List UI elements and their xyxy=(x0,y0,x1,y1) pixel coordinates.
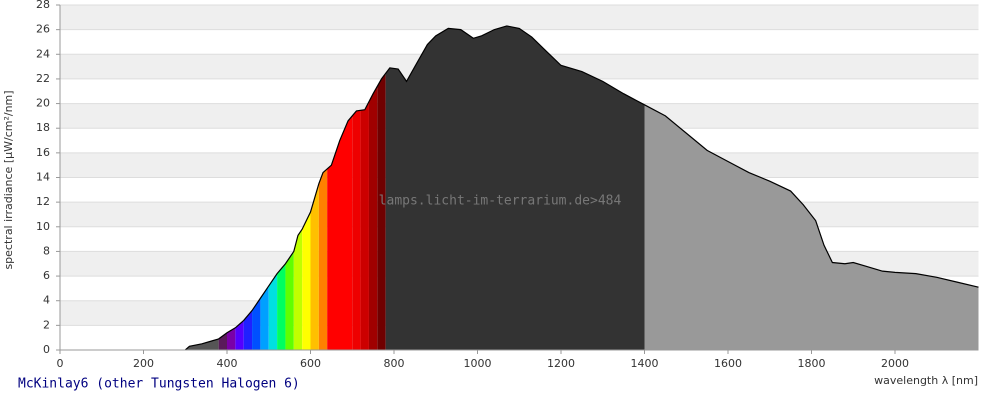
x-tick-label: 1200 xyxy=(547,357,575,370)
spectrum-region xyxy=(352,25,361,350)
y-tick-label: 24 xyxy=(36,47,50,60)
spectrum-region xyxy=(318,25,328,350)
y-axis-label: spectral irradiance [µW/cm²/nm] xyxy=(2,90,15,269)
y-tick-label: 2 xyxy=(43,318,50,331)
spectrum-region xyxy=(368,25,378,350)
y-tick-label: 6 xyxy=(43,269,50,282)
y-tick-label: 22 xyxy=(36,72,50,85)
x-tick-label: 1000 xyxy=(464,357,492,370)
y-tick-label: 26 xyxy=(36,23,50,36)
y-tick-label: 28 xyxy=(36,0,50,11)
y-tick-label: 18 xyxy=(36,121,50,134)
x-tick-label: 800 xyxy=(384,357,405,370)
y-tick-label: 14 xyxy=(36,171,50,184)
y-tick-label: 10 xyxy=(36,220,50,233)
x-tick-label: 2000 xyxy=(881,357,909,370)
x-tick-label: 400 xyxy=(217,357,238,370)
y-tick-label: 16 xyxy=(36,146,50,159)
spectrum-region xyxy=(360,25,369,350)
x-tick-label: 1800 xyxy=(798,357,826,370)
x-tick-label: 1400 xyxy=(631,357,659,370)
y-tick-label: 8 xyxy=(43,244,50,257)
x-tick-label: 600 xyxy=(300,357,321,370)
x-tick-label: 200 xyxy=(133,357,154,370)
y-tick-label: 20 xyxy=(36,97,50,110)
x-tick-label: 0 xyxy=(57,357,64,370)
x-tick-label: 1600 xyxy=(714,357,742,370)
y-tick-label: 12 xyxy=(36,195,50,208)
spectrum-region xyxy=(377,25,386,350)
spectrum-line xyxy=(184,25,979,351)
y-tick-label: 0 xyxy=(43,343,50,356)
watermark: lamps.licht-im-terrarium.de>484 xyxy=(379,194,622,209)
x-axis-label: wavelength λ [nm] xyxy=(874,374,978,387)
y-tick-label: 4 xyxy=(43,294,50,307)
stripe xyxy=(60,5,979,30)
chart-title: McKinlay6 (other Tungsten Halogen 6) xyxy=(18,377,300,392)
